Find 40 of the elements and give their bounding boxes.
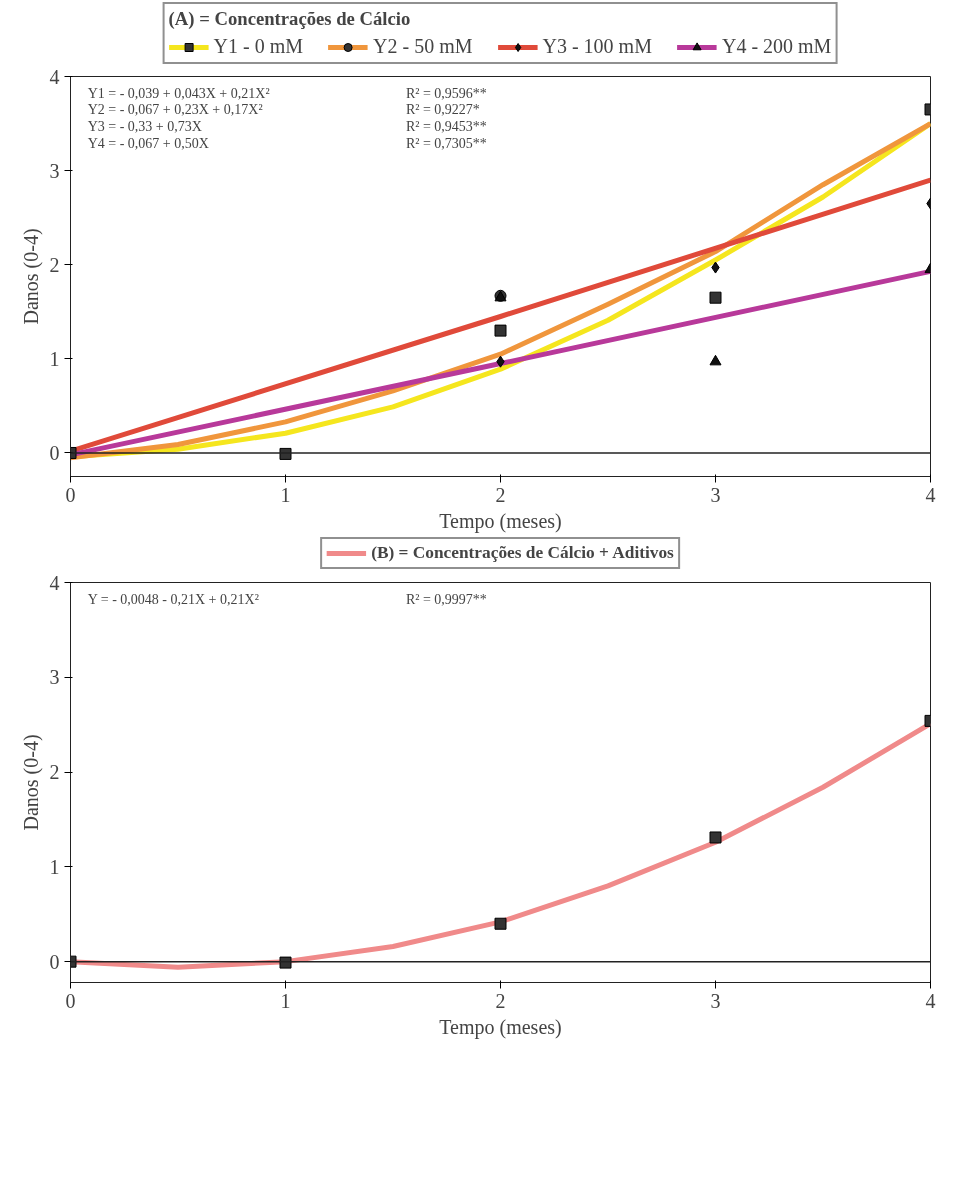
x-tick-label: 3: [710, 989, 721, 1012]
y-axis-title: Danos (0-4): [19, 734, 43, 831]
x-tick-label: 4: [925, 483, 936, 506]
annotation: Y2 = - 0,067 + 0,23X + 0,17X²: [87, 102, 263, 118]
x-tick-label: 2: [495, 989, 506, 1012]
legend-label: Y2 - 50 mM: [373, 35, 473, 58]
annotation: Y3 = - 0,33 + 0,73X: [87, 119, 202, 135]
annotation: Y1 = - 0,039 + 0,043X + 0,21X²: [87, 85, 270, 101]
annotation: Y4 = - 0,067 + 0,50X: [87, 135, 209, 151]
y-tick-label: 1: [49, 347, 60, 370]
x-tick-label: 0: [65, 989, 76, 1012]
annotation: R² = 0,9596**: [405, 85, 487, 101]
legend-label: Y3 - 100 mM: [542, 35, 652, 58]
y-tick-label: 0: [49, 950, 60, 973]
x-axis-title: Tempo (meses): [439, 1015, 562, 1039]
y-tick-label: 4: [49, 571, 60, 594]
y-tick-label: 1: [49, 855, 60, 878]
y-tick-label: 3: [49, 159, 60, 182]
y-tick-label: 3: [49, 666, 60, 689]
y-tick-label: 2: [49, 761, 60, 784]
annotation: R² = 0,7305**: [405, 135, 487, 151]
x-tick-label: 4: [925, 989, 936, 1012]
x-axis-title: Tempo (meses): [439, 509, 562, 533]
annotation: R² = 0,9227*: [405, 102, 480, 118]
x-tick-label: 1: [280, 989, 291, 1012]
y-axis-title: Danos (0-4): [19, 228, 43, 325]
x-tick-label: 3: [710, 483, 721, 506]
x-tick-label: 1: [280, 483, 291, 506]
annotation: R² = 0,9453**: [405, 119, 487, 135]
y-tick-label: 4: [49, 65, 60, 88]
chart-title: (B) = Concentrações de Cálcio + Aditivos: [371, 543, 674, 563]
legend-label: Y1 - 0 mM: [213, 35, 304, 58]
x-tick-label: 2: [495, 483, 506, 506]
legend-label: Y4 - 200 mM: [721, 35, 832, 58]
annotation: R² = 0,9997**: [405, 591, 487, 607]
x-tick-label: 0: [65, 483, 76, 506]
y-tick-label: 0: [49, 441, 60, 464]
annotation: Y = - 0,0048 - 0,21X + 0,21X²: [87, 591, 259, 607]
y-tick-label: 2: [49, 253, 60, 276]
chart-title: (A) = Concentrações de Cálcio: [168, 8, 412, 30]
